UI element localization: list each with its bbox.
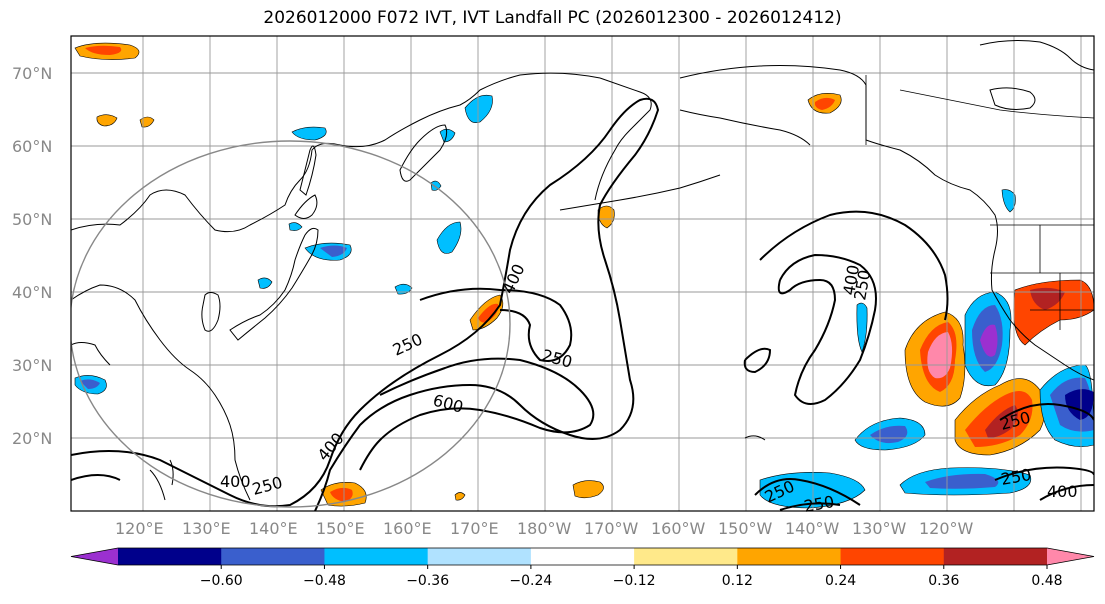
lat-label: 20°N xyxy=(12,429,52,448)
lon-label: 170°W xyxy=(584,519,639,538)
lat-label: 40°N xyxy=(12,283,52,302)
colorbar-bin xyxy=(840,548,945,565)
colorbar-tick-label: −0.36 xyxy=(406,573,449,589)
lon-label: 130°W xyxy=(852,519,907,538)
longitude-labels: 120°E 130°E 140°E 150°E 160°E 170°E 180°… xyxy=(115,519,974,538)
ivt-contours xyxy=(71,97,1094,511)
contour-label: 250 xyxy=(802,492,835,516)
contour-label: 400 xyxy=(1047,482,1078,501)
lon-label: 150°W xyxy=(718,519,773,538)
contour-labels: 400 250 600 400 400 250 400 250 400 250 … xyxy=(220,261,1078,516)
landfall-region-circle xyxy=(71,140,511,508)
colorbar-arrow-left xyxy=(71,548,118,565)
borders xyxy=(865,75,1094,330)
contour-label: 400 xyxy=(220,472,251,491)
lat-label: 30°N xyxy=(12,356,52,375)
lat-label: 50°N xyxy=(12,210,52,229)
map-background xyxy=(71,36,1094,511)
map-frame xyxy=(70,35,1095,512)
lon-label: 130°E xyxy=(182,519,231,538)
colorbar-bin xyxy=(118,548,222,565)
lon-label: 160°W xyxy=(651,519,706,538)
lat-label: 70°N xyxy=(12,64,52,83)
colorbar-bin xyxy=(943,548,1048,565)
colorbar-bin xyxy=(634,548,738,565)
colorbar-bin xyxy=(427,548,532,565)
colorbar-tick-label: 0.48 xyxy=(1031,573,1062,589)
colorbar-bin xyxy=(324,548,429,565)
colorbar-tick-label: −0.60 xyxy=(200,573,243,589)
lon-label: 150°E xyxy=(316,519,365,538)
colorbar-tick-label: 0.36 xyxy=(928,573,959,589)
lon-label: 120°W xyxy=(919,519,974,538)
colorbar-arrow-right xyxy=(1047,548,1094,565)
lon-label: 170°E xyxy=(450,519,499,538)
lat-label: 60°N xyxy=(12,137,52,156)
colorbar-tick-label: −0.48 xyxy=(303,573,346,589)
lon-label: 160°E xyxy=(383,519,432,538)
colorbar-outline xyxy=(70,547,1095,566)
coastlines xyxy=(71,40,1094,501)
lon-label: 140°W xyxy=(785,519,840,538)
colorbar: −0.60 −0.48 −0.36 −0.24 −0.12 0.12 0.24 0.36 0.4… xyxy=(70,547,1095,589)
colorbar-tick-label: 0.12 xyxy=(722,573,753,589)
lon-label: 180°W xyxy=(517,519,572,538)
colorbar-bin xyxy=(530,548,635,565)
map-title: 2026012000 F072 IVT, IVT Landfall PC (20… xyxy=(263,8,842,28)
colorbar-tick-label: −0.12 xyxy=(613,573,656,589)
colorbar-bin xyxy=(737,548,842,565)
lon-label: 140°E xyxy=(249,519,298,538)
lon-label: 120°E xyxy=(115,519,164,538)
colorbar-bin xyxy=(221,548,325,565)
colorbar-tick-label: −0.24 xyxy=(509,573,552,589)
latitude-labels: 70°N 60°N 50°N 40°N 30°N 20°N xyxy=(12,64,52,448)
colorbar-tick-label: 0.24 xyxy=(825,573,856,589)
